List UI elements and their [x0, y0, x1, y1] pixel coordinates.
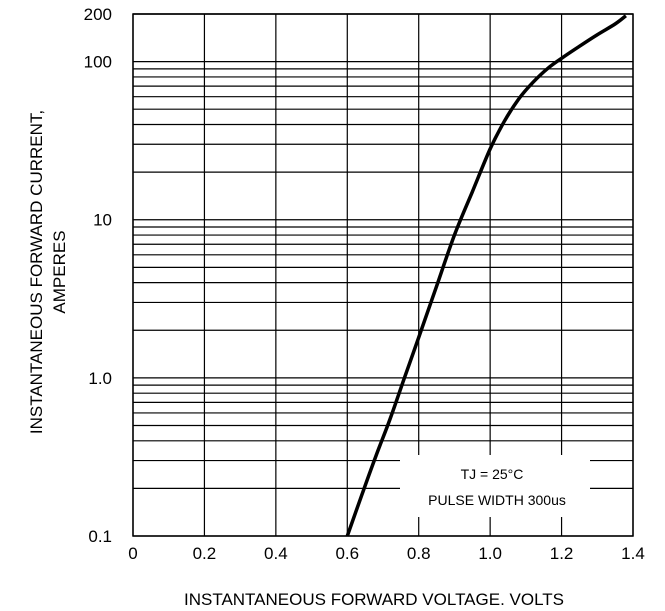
x-tick-label: 1.0: [478, 544, 502, 563]
annotation-background: [400, 455, 590, 517]
tick-labels: 0 0.2 0.4 0.6 0.8 1.0 1.2 1.4 0.1 1.0 10 100 200: [84, 5, 645, 563]
grid: [132, 13, 634, 537]
y-axis-title: INSTANTANEOUS FORWARD CURRENT, AMPERES: [27, 110, 69, 434]
y-tick-label: 10: [93, 211, 112, 230]
x-tick-label: 0: [128, 544, 137, 563]
annotation-box: TJ = 25°C PULSE WIDTH 300us: [400, 455, 590, 517]
x-tick-label: 1.4: [621, 544, 645, 563]
y-tick-label: 1.0: [88, 369, 112, 388]
plot-frame: [132, 13, 634, 537]
x-tick-label: 1.2: [550, 544, 574, 563]
x-tick-label: 0.4: [264, 544, 288, 563]
curve-layer: [345, 14, 627, 537]
forward-current-curve: [345, 14, 627, 537]
x-axis-title: INSTANTANEOUS FORWARD VOLTAGE. VOLTS: [184, 590, 564, 609]
x-tick-label: 0.8: [407, 544, 431, 563]
x-tick-label: 0.2: [193, 544, 217, 563]
junction-temperature-label: TJ = 25°C: [461, 466, 524, 482]
x-tick-label: 0.6: [335, 544, 359, 563]
y-tick-label: 0.1: [88, 527, 112, 546]
pulse-width-label: PULSE WIDTH 300us: [428, 492, 566, 508]
y-tick-label: 200: [84, 5, 112, 24]
y-tick-label: 100: [84, 53, 112, 72]
y-axis-title-line-1: INSTANTANEOUS FORWARD CURRENT,: [27, 110, 46, 434]
y-axis-title-line-2: AMPERES: [50, 230, 69, 313]
